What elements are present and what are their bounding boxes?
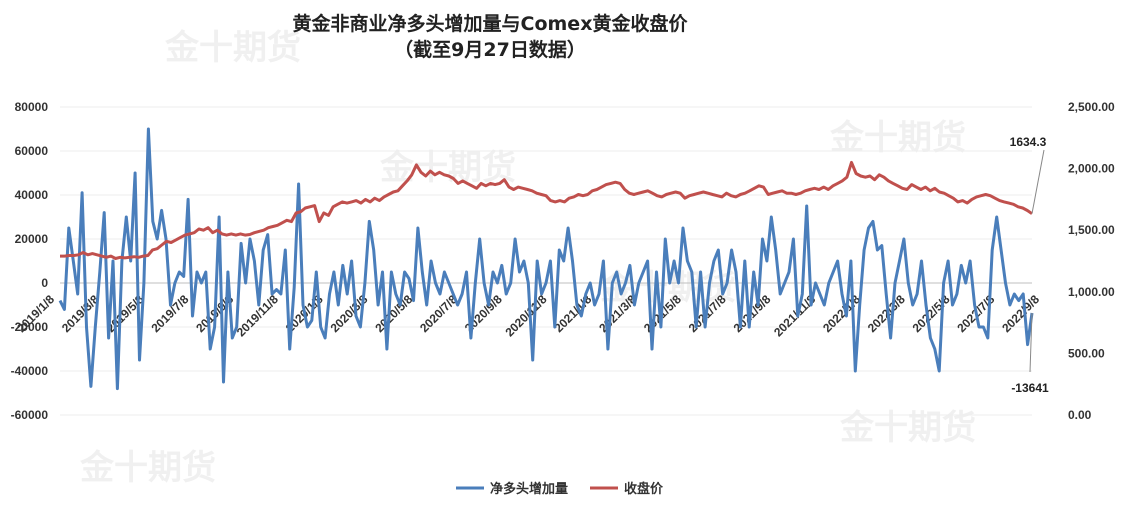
left-tick-label: 20000 [15, 232, 49, 246]
left-tick-label: -40000 [11, 364, 49, 378]
chart-subtitle: （截至9月27日数据） [394, 38, 586, 61]
right-tick-label: 0.00 [1068, 408, 1092, 422]
right-tick-label: 1,000.00 [1068, 285, 1115, 299]
right-tick-label: 2,000.00 [1068, 162, 1115, 176]
series-line-net-long [58, 127, 1034, 391]
watermark: 金十期货 [380, 148, 516, 188]
watermark: 金十期货 [80, 448, 216, 488]
annotation-leader [1031, 149, 1045, 214]
left-tick-label: -20000 [11, 320, 49, 334]
left-tick-label: 0 [41, 276, 48, 290]
x-tick-label: 2020/11/8 [502, 292, 549, 339]
annotation-last-net: -13641 [1011, 381, 1049, 395]
annotation-last-price: 1634.3 [1010, 135, 1047, 149]
left-tick-label: 60000 [15, 144, 49, 158]
left-tick-label: 40000 [15, 188, 49, 202]
right-tick-label: 500.00 [1068, 346, 1105, 360]
legend-label: 净多头增加量 [490, 481, 568, 497]
right-tick-label: 2,500.00 [1068, 100, 1115, 114]
annotations: 1634.3 -13641 [1010, 135, 1049, 395]
legend-label: 收盘价 [624, 481, 664, 497]
chart-title: 黄金非商业净多头增加量与Comex黄金收盘价 [293, 12, 689, 35]
legend: 净多头增加量 收盘价 [456, 481, 664, 497]
annotation-leader [1029, 312, 1033, 373]
series-group [58, 127, 1034, 391]
series-line-close-price [60, 160, 1033, 260]
left-tick-label: 80000 [15, 100, 49, 114]
right-tick-label: 1,500.00 [1068, 223, 1115, 237]
watermark: 金十期货 [165, 28, 301, 68]
left-tick-label: -60000 [11, 408, 49, 422]
